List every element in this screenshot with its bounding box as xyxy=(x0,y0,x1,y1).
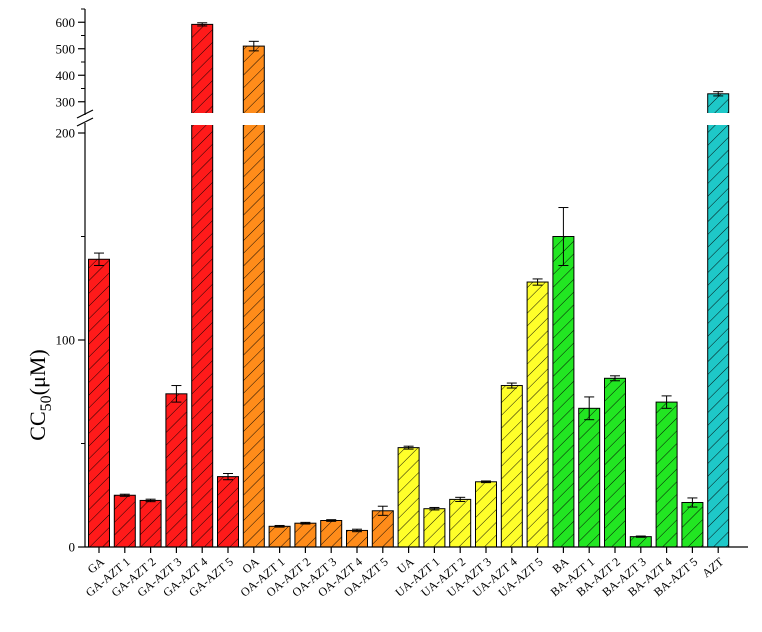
bar-ba-azt-2 xyxy=(604,375,626,548)
bar-oa-azt-5 xyxy=(371,505,394,548)
bar-hatch xyxy=(114,495,136,547)
bar-hatch xyxy=(449,499,471,547)
y-tick-label: 400 xyxy=(56,68,76,83)
bar-hatch xyxy=(475,481,497,547)
bar-hatch xyxy=(552,236,574,547)
bar-ga-azt-5 xyxy=(217,473,239,548)
bar-hatch xyxy=(294,523,316,547)
bar-oa xyxy=(242,40,266,548)
bar-hatch xyxy=(191,24,213,548)
bar-oa-azt-4 xyxy=(346,528,368,548)
bar-ga-azt-2 xyxy=(139,498,162,548)
bar-hatch xyxy=(88,259,110,547)
bar-hatch xyxy=(501,385,523,547)
bar-hatch xyxy=(578,408,600,547)
y-axis-title-subscript: 50 xyxy=(38,395,55,411)
y-tick-label: 500 xyxy=(56,41,76,56)
bar-break-gap xyxy=(706,113,730,125)
bar-hatch xyxy=(269,526,291,547)
bar-ga-azt-4 xyxy=(190,22,214,548)
y-tick-label: 100 xyxy=(56,333,76,348)
y-tick-label: 0 xyxy=(69,540,76,555)
bar-hatch xyxy=(140,500,162,547)
bar-oa-azt-3 xyxy=(320,519,343,548)
bar-hatch xyxy=(372,510,394,547)
bar-ga-azt-1 xyxy=(113,493,136,548)
x-tick-label: AZT xyxy=(699,554,726,580)
bar-ua-azt-4 xyxy=(500,382,523,548)
bar-ba xyxy=(552,207,575,548)
bar-ba-azt-1 xyxy=(578,396,601,548)
bar-hatch xyxy=(656,402,678,547)
bar-hatch xyxy=(707,93,729,548)
axis-break-mark xyxy=(76,117,94,127)
bars xyxy=(88,22,730,548)
bar-hatch xyxy=(320,520,342,547)
bar-ua-azt-5 xyxy=(526,278,549,548)
y-tick-label: 200 xyxy=(56,126,76,141)
y-axis-title-unit: (μM) xyxy=(25,349,50,395)
bar-hatch xyxy=(165,393,187,547)
bar-oa-azt-1 xyxy=(268,524,291,548)
bar-ba-azt-3 xyxy=(629,535,652,548)
bar-ua xyxy=(397,445,420,548)
bar-hatch xyxy=(423,508,445,547)
bar-hatch xyxy=(630,536,652,547)
bar-break-gap xyxy=(190,113,214,125)
y-tick-label: 600 xyxy=(56,15,76,30)
bar-ua-azt-3 xyxy=(475,480,497,548)
bar-break-gap xyxy=(242,113,266,125)
bar-ga xyxy=(88,252,110,548)
bar-hatch xyxy=(527,282,549,547)
bar-hatch xyxy=(604,378,626,547)
y-axis-title: CC50(μM) xyxy=(25,349,55,440)
bar-ua-azt-1 xyxy=(423,506,446,548)
bar-ba-azt-4 xyxy=(655,395,678,548)
bar-hatch xyxy=(398,447,420,547)
bar-hatch xyxy=(217,476,239,547)
y-axis-title-main: CC xyxy=(25,411,50,440)
bar-ga-azt-3 xyxy=(165,385,188,548)
bar-oa-azt-2 xyxy=(294,521,317,548)
axis-break-mark xyxy=(76,109,94,119)
bar-hatch xyxy=(243,46,265,547)
bar-azt xyxy=(706,91,730,548)
bar-hatch xyxy=(681,502,703,547)
y-tick-label: 300 xyxy=(56,94,76,109)
bar-ua-azt-2 xyxy=(449,496,472,548)
y-axis: 0 100 200 300 400 500 600 xyxy=(56,8,94,555)
bar-hatch xyxy=(346,530,368,547)
bar-ba-azt-5 xyxy=(681,497,704,548)
